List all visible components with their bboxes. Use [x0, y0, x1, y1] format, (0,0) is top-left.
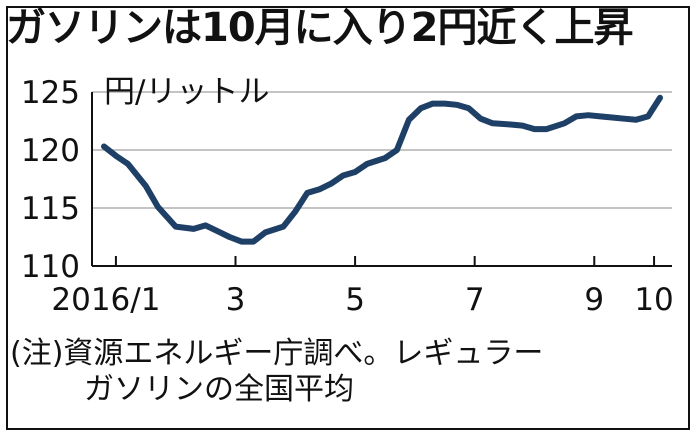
x-tick-label-7: 7 — [465, 282, 485, 318]
x-tick-label-9: 9 — [584, 282, 604, 318]
chart-title: ガソリンは10月に入り2円近く上昇 — [6, 5, 634, 51]
y-tick-label-120: 120 — [21, 133, 80, 169]
x-tick-label-3: 3 — [226, 282, 246, 318]
x-tick-label-5: 5 — [345, 282, 365, 318]
y-tick-label-115: 115 — [21, 191, 80, 227]
y-tick-label-110: 110 — [21, 249, 80, 285]
source-note-line1: (注)資源エネルギー庁調べ。レギュラー — [10, 336, 544, 371]
y-tick-label-125: 125 — [21, 75, 80, 111]
y-axis-unit-label: 円/リットル — [104, 74, 269, 110]
chart-frame — [6, 6, 690, 430]
source-note-line2: ガソリンの全国平均 — [84, 372, 354, 407]
series-line-0 — [101, 94, 663, 245]
x-tick-label-2016-1: 2016/1 — [51, 282, 160, 318]
x-tick-label-10: 10 — [634, 282, 673, 318]
